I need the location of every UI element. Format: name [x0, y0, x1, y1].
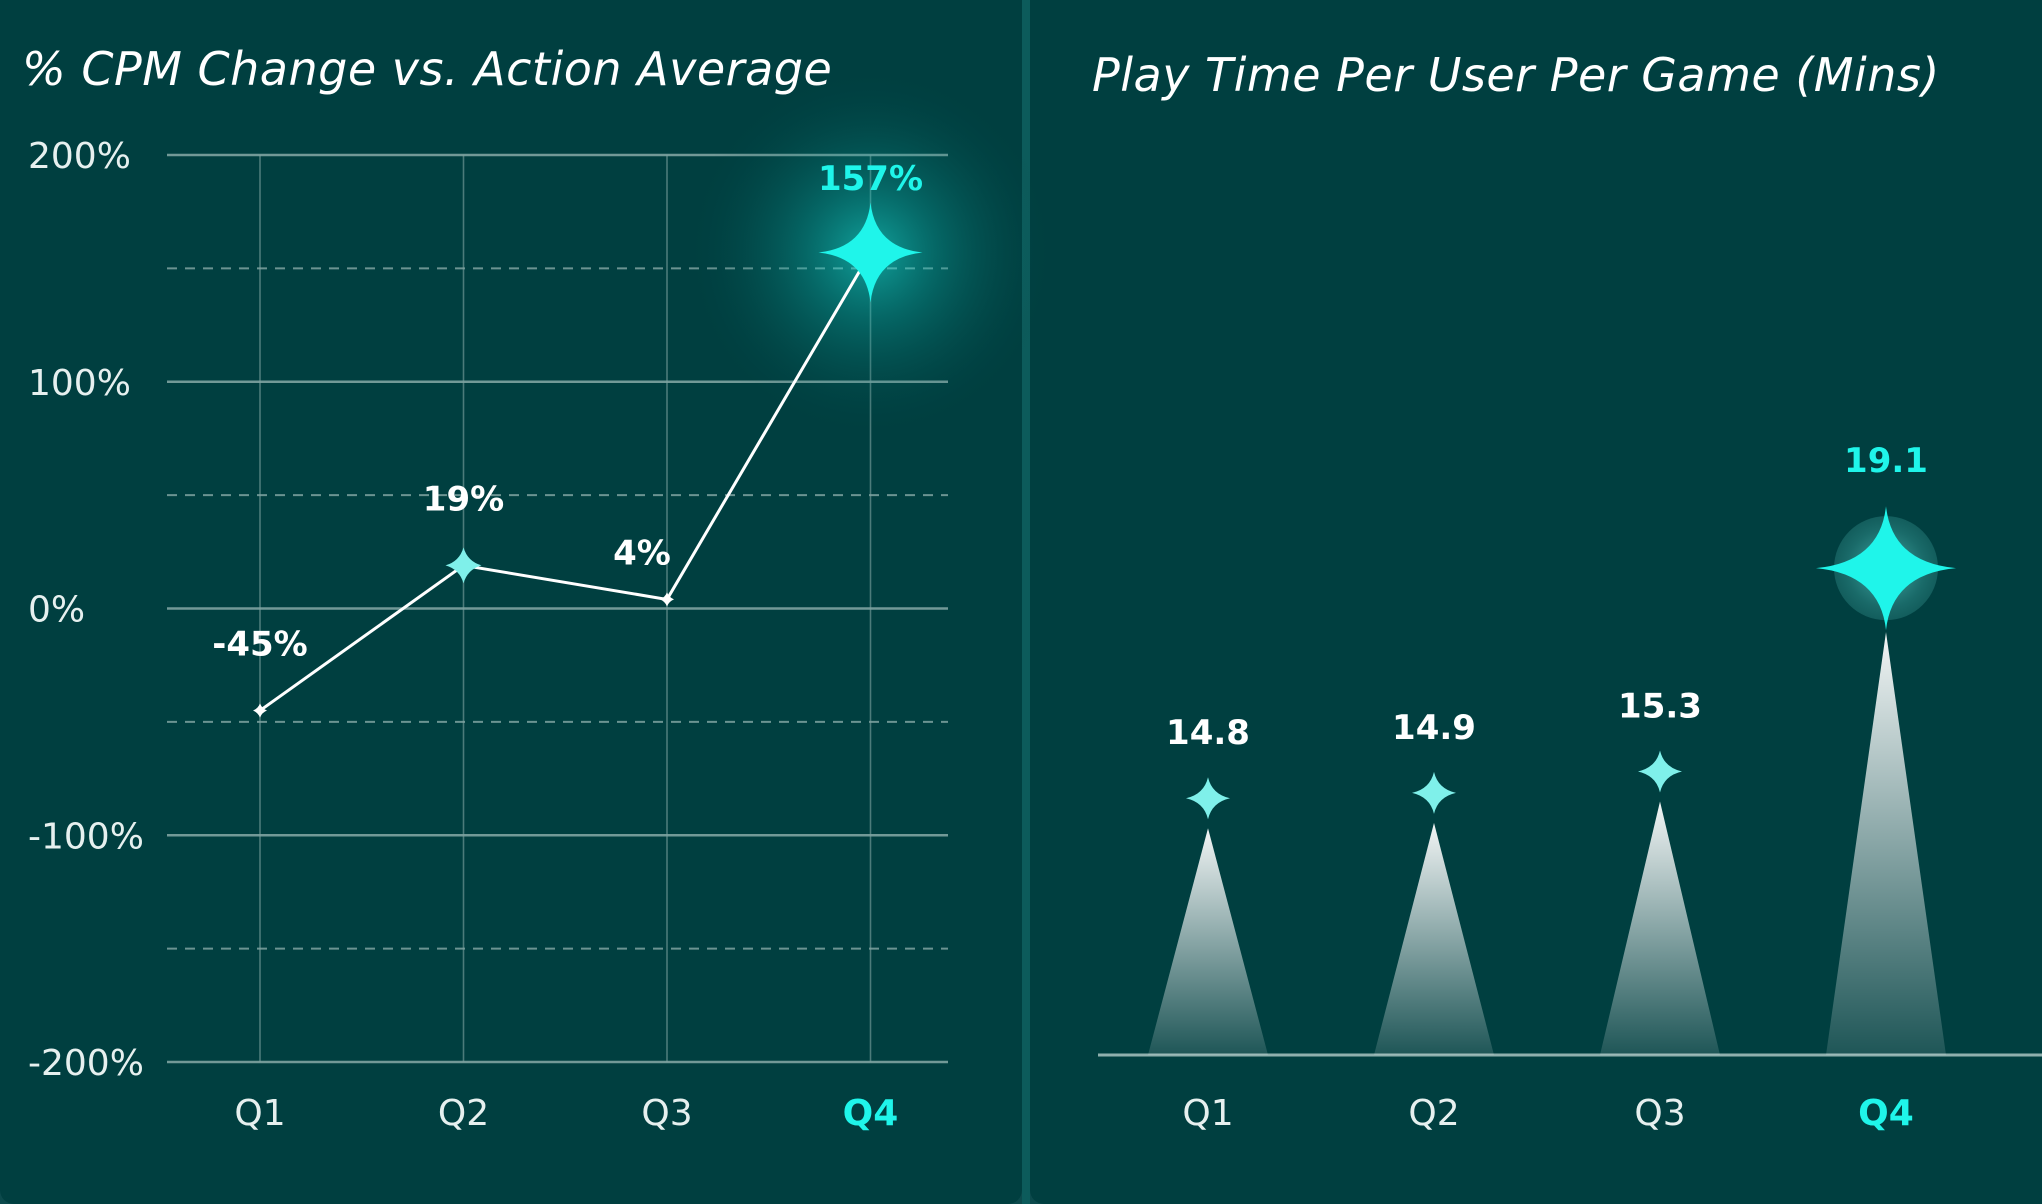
data-label: 157% — [818, 159, 923, 199]
cpm-chart-title: % CPM Change vs. Action Average — [22, 42, 833, 96]
data-label: 4% — [613, 533, 671, 573]
bar-cone — [1826, 632, 1946, 1055]
star-marker — [445, 547, 482, 584]
data-label: 14.9 — [1392, 708, 1476, 748]
x-tick-label: Q2 — [1408, 1093, 1459, 1134]
bar-cone — [1374, 822, 1494, 1055]
data-label: 19.1 — [1844, 441, 1928, 481]
x-tick-label: Q3 — [641, 1093, 692, 1134]
data-label: -45% — [212, 625, 308, 665]
point-marker — [253, 703, 267, 718]
star-marker — [1638, 750, 1682, 793]
bar-cone — [1600, 801, 1720, 1055]
y-tick-label: -100% — [28, 816, 144, 857]
data-label: 14.8 — [1166, 713, 1250, 753]
data-label: 19% — [423, 479, 504, 519]
x-tick-label: Q1 — [234, 1093, 285, 1134]
x-tick-label: Q1 — [1182, 1093, 1233, 1134]
y-tick-label: 100% — [28, 363, 131, 404]
point-marker — [660, 592, 674, 607]
star-marker — [1186, 777, 1230, 820]
highlight-star-marker — [1816, 506, 1956, 631]
bar-cone — [1148, 828, 1268, 1055]
x-tick-label: Q4 — [843, 1093, 899, 1134]
highlight-star-marker — [818, 202, 923, 303]
y-tick-label: 200% — [28, 136, 131, 177]
data-label: 15.3 — [1618, 686, 1702, 726]
x-tick-label: Q2 — [438, 1093, 489, 1134]
x-tick-label: Q4 — [1858, 1093, 1914, 1134]
x-tick-label: Q3 — [1634, 1093, 1685, 1134]
series-line — [259, 251, 872, 712]
y-tick-label: -200% — [28, 1043, 144, 1084]
star-marker — [1412, 771, 1456, 814]
playtime-chart-title: Play Time Per User Per Game (Mins) — [1092, 48, 1940, 102]
y-tick-label: 0% — [28, 590, 85, 631]
panel-divider — [1022, 0, 1030, 1204]
